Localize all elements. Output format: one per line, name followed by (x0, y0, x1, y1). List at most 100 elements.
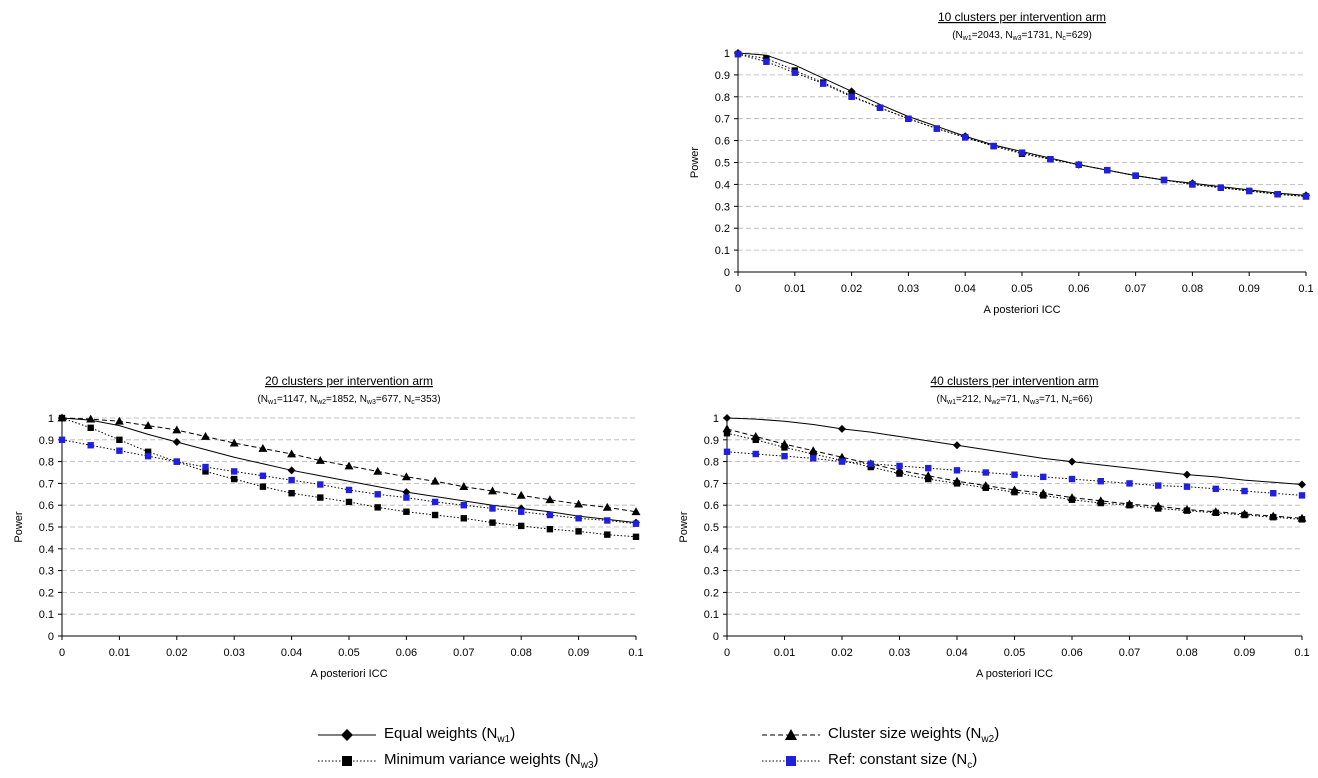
series-ref-constant-size (58, 436, 640, 527)
square-icon (762, 756, 820, 766)
data-point (1126, 502, 1133, 509)
data-point (1183, 483, 1191, 490)
y-tick-label: 0.8 (704, 457, 719, 469)
x-tick-label: 0.02 (831, 647, 852, 659)
data-point (763, 58, 770, 65)
data-point (259, 472, 267, 479)
series-ref-constant-size (734, 50, 1310, 200)
y-tick-label: 0.2 (39, 587, 54, 599)
data-point (848, 93, 855, 100)
legend-item: Ref: constant size (Nc) (760, 750, 977, 772)
x-tick-label: 0.02 (166, 647, 187, 659)
data-point (1241, 487, 1248, 495)
series-equal-weights (734, 49, 1310, 200)
data-point (933, 125, 940, 132)
data-point (201, 432, 210, 440)
y-tick-label: 0.4 (704, 544, 719, 556)
data-point (258, 444, 268, 452)
data-point (896, 462, 903, 470)
data-point (172, 437, 181, 446)
data-point (925, 464, 932, 472)
data-point (1040, 492, 1047, 499)
data-point (1212, 485, 1219, 493)
data-point (1270, 490, 1277, 497)
data-point (876, 104, 884, 111)
data-point (1212, 509, 1219, 517)
x-tick-label: 0.01 (109, 647, 130, 659)
data-point (752, 450, 759, 458)
chart-title: 10 clusters per intervention arm (938, 10, 1106, 24)
data-point (87, 424, 94, 432)
y-tick-label: 0.2 (715, 223, 730, 235)
x-tick-label: 0.09 (568, 647, 589, 659)
series-line (737, 53, 1307, 197)
y-tick-label: 0.5 (39, 522, 54, 534)
x-tick-label: 0.1 (1298, 283, 1313, 295)
data-point (58, 414, 66, 422)
data-point (116, 436, 123, 443)
data-point (546, 525, 554, 533)
legend-item: Equal weights (Nw1) (316, 724, 515, 746)
legend-label: Cluster size weights (Nw2) (828, 725, 1000, 745)
x-tick-label: 0.05 (338, 647, 359, 659)
data-point (1068, 496, 1076, 503)
data-point (763, 55, 770, 62)
y-tick-label: 0.7 (39, 478, 54, 490)
data-point (1274, 191, 1281, 198)
data-point (575, 528, 582, 535)
data-point (317, 481, 324, 488)
y-tick-label: 0 (724, 267, 730, 279)
data-point (1011, 488, 1018, 496)
x-tick-label: 0.05 (1011, 283, 1032, 295)
data-point (402, 488, 411, 497)
y-axis-label: Power (13, 511, 25, 543)
y-tick-label: 0.9 (715, 70, 730, 82)
data-point (1040, 473, 1047, 481)
y-tick-label: 0.5 (704, 522, 719, 534)
data-point (1189, 181, 1196, 188)
data-point (518, 522, 525, 530)
data-point (374, 504, 381, 511)
data-point (962, 134, 969, 141)
series-line (61, 417, 637, 538)
data-point (317, 494, 324, 501)
data-point (953, 480, 961, 487)
data-point (1104, 166, 1111, 174)
square-icon (318, 756, 376, 766)
x-tick-label: 0.03 (898, 283, 919, 295)
data-point (953, 467, 961, 474)
y-tick-label: 0.3 (39, 566, 54, 578)
data-point (990, 142, 997, 150)
data-point (604, 531, 611, 538)
data-point (345, 498, 353, 506)
data-point (288, 490, 295, 497)
data-point (287, 466, 296, 475)
y-tick-label: 0.1 (39, 609, 54, 621)
data-point (1270, 513, 1277, 521)
x-axis-label: A posteriori ICC (976, 668, 1053, 680)
x-tick-label: 0.09 (1238, 283, 1259, 295)
chart-subtitle: (Nw1=1147, Nw2=1852, Nw3=677, Nc=353) (257, 394, 440, 406)
data-point (489, 519, 496, 526)
legend-item: Minimum variance weights (Nw3) (316, 750, 599, 772)
data-point (867, 463, 874, 471)
series-equal-weights (723, 414, 1306, 489)
x-axis-label: A posteriori ICC (310, 668, 387, 680)
data-point (116, 447, 123, 454)
data-point (86, 414, 96, 423)
data-point (1075, 161, 1082, 168)
data-point (905, 115, 912, 122)
data-point (575, 515, 582, 522)
series-line (726, 432, 1303, 520)
data-point (1011, 471, 1018, 478)
data-point (87, 442, 94, 449)
data-point (229, 438, 239, 447)
data-point (1155, 505, 1162, 512)
series-cluster-size-weights (57, 413, 641, 516)
series-ref-constant-size (723, 448, 1306, 499)
chart-subtitle: (Nw1=2043, Nw3=1731, Nc=629) (952, 30, 1092, 42)
series-line (61, 417, 637, 524)
x-tick-label: 0.05 (1004, 647, 1025, 659)
diamond-icon (318, 729, 376, 741)
data-point (781, 444, 788, 451)
